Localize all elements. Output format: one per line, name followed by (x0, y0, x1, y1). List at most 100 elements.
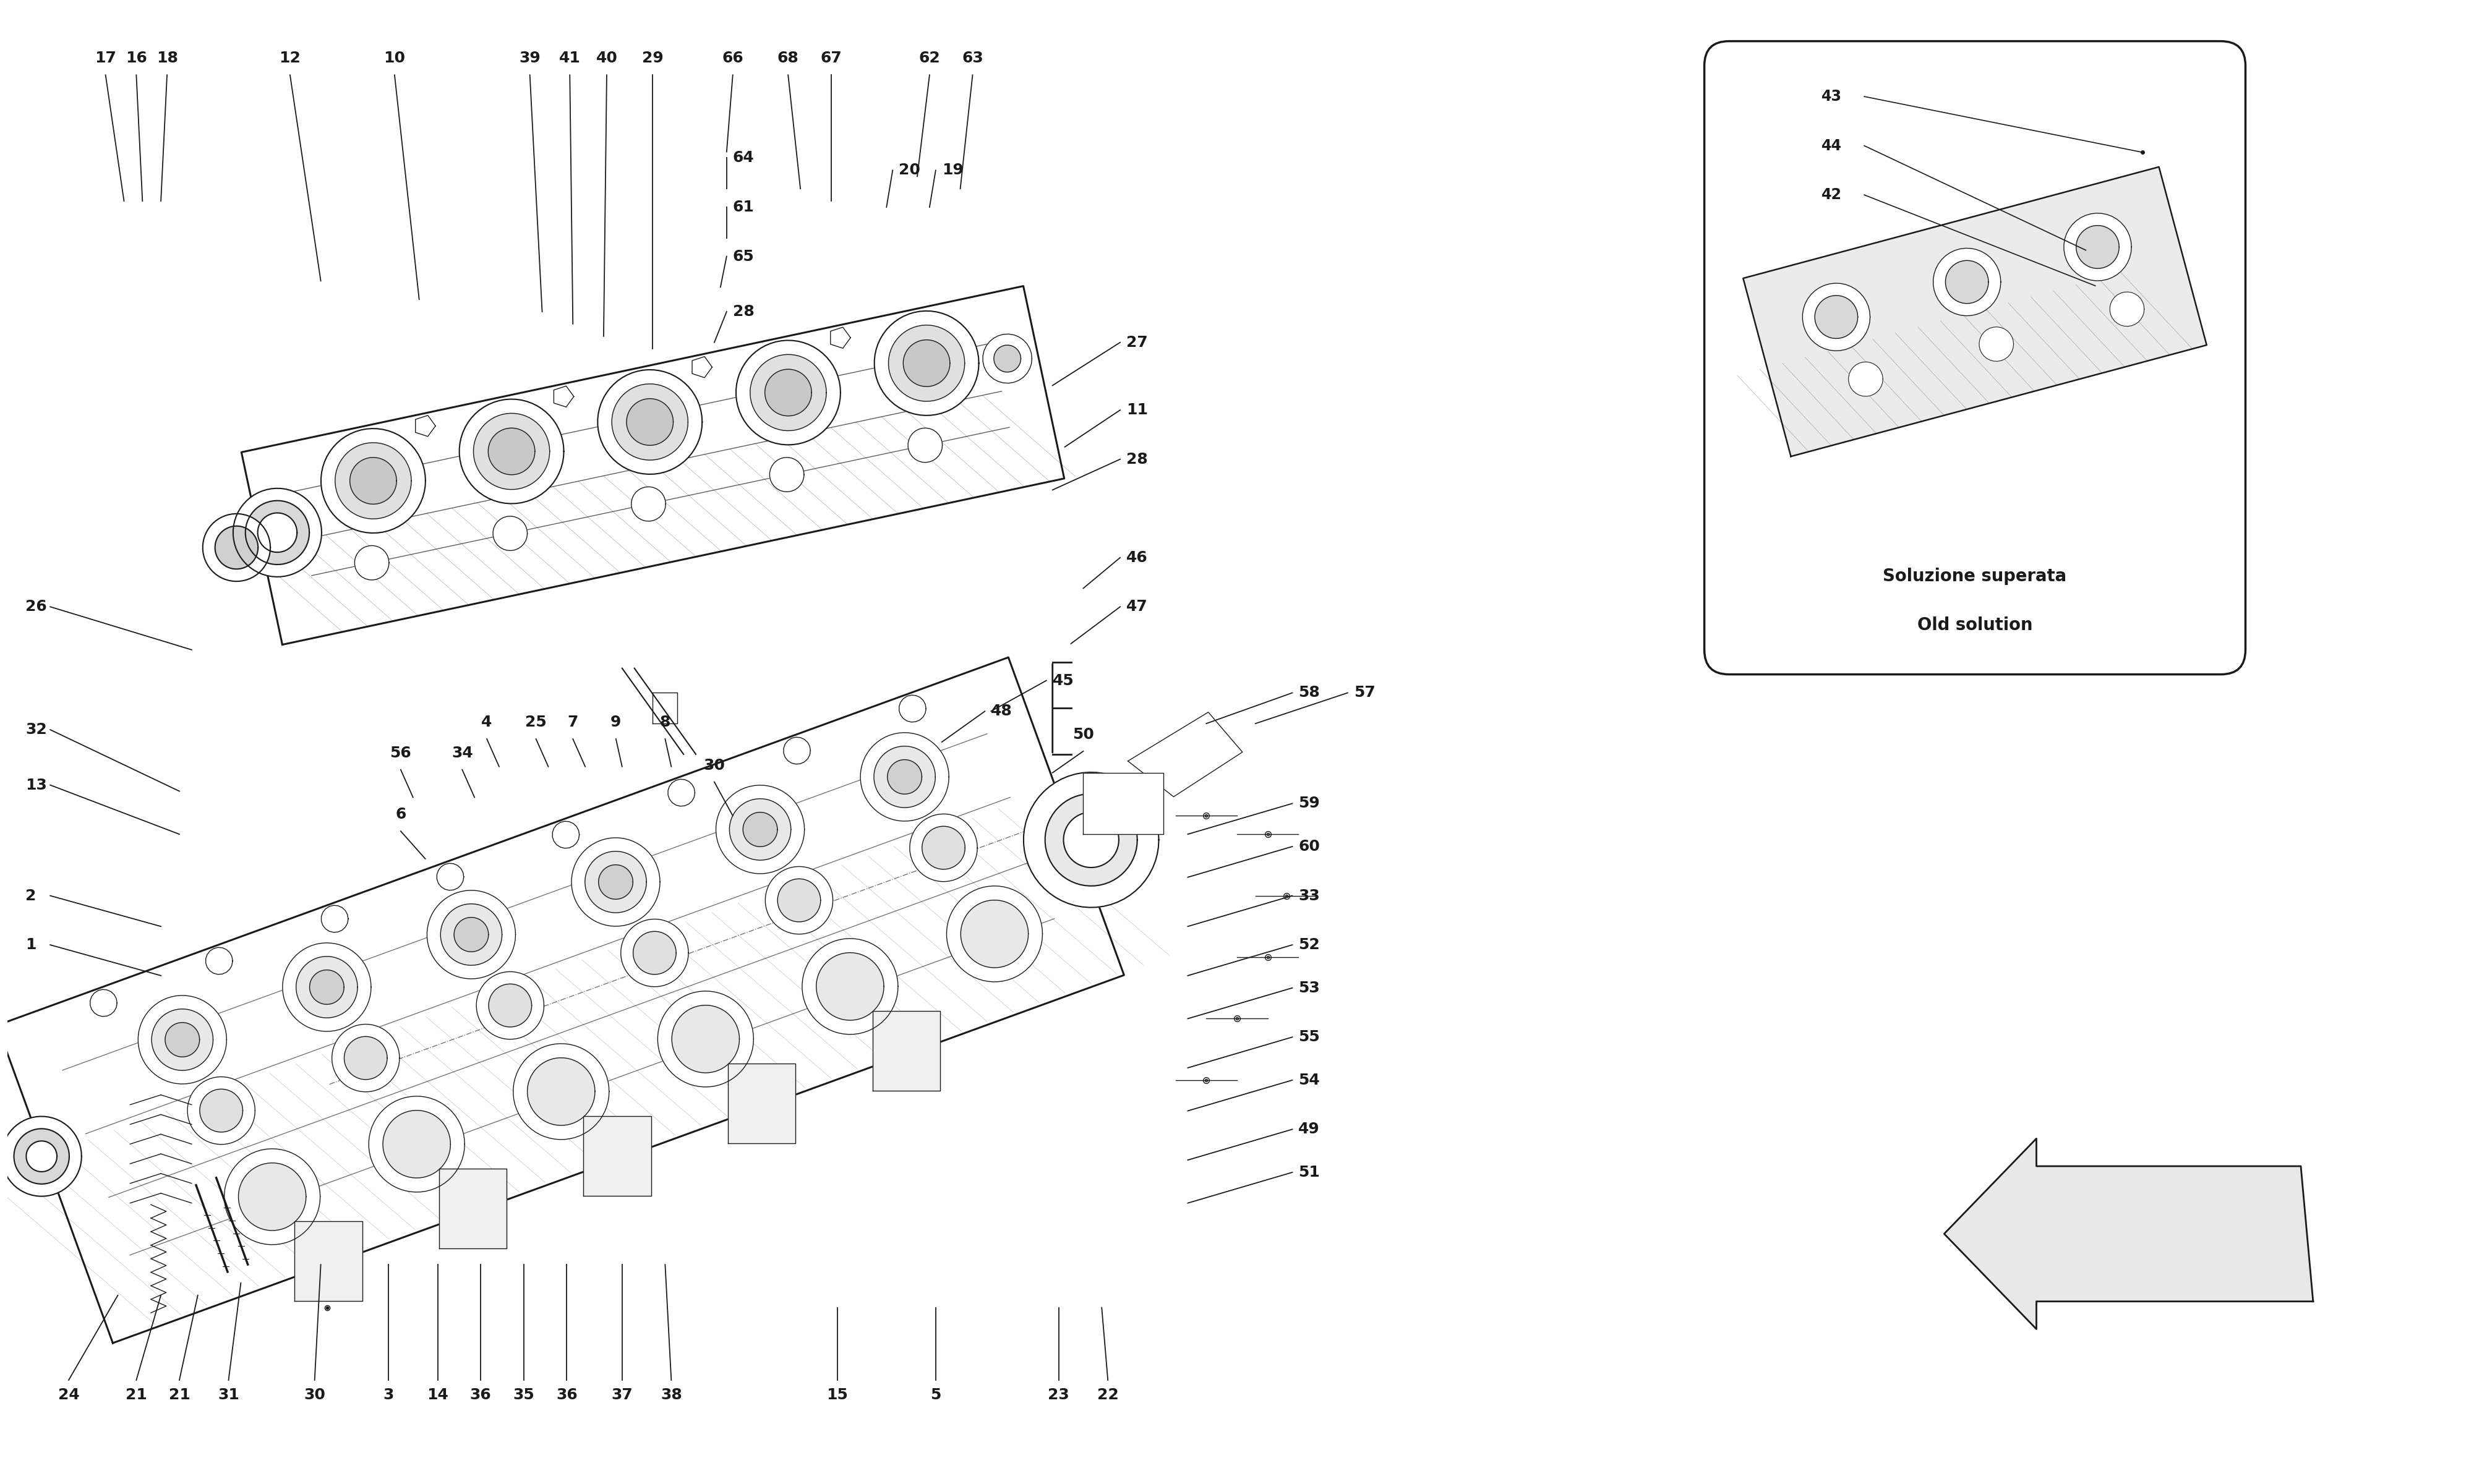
Text: 68: 68 (777, 50, 799, 65)
Text: 32: 32 (25, 723, 47, 738)
Text: 62: 62 (918, 50, 940, 65)
Polygon shape (487, 427, 534, 475)
Text: 33: 33 (1299, 889, 1321, 904)
Polygon shape (1744, 166, 2207, 457)
Text: 27: 27 (1126, 335, 1148, 350)
Text: 30: 30 (703, 758, 725, 773)
Text: 37: 37 (611, 1388, 633, 1402)
Polygon shape (777, 879, 821, 922)
Polygon shape (923, 827, 965, 870)
Polygon shape (888, 760, 923, 794)
Polygon shape (200, 1089, 242, 1132)
Polygon shape (238, 1163, 307, 1230)
Polygon shape (1044, 794, 1138, 886)
Polygon shape (322, 429, 426, 533)
Polygon shape (205, 947, 233, 975)
Text: 50: 50 (1074, 727, 1094, 742)
Polygon shape (730, 798, 792, 861)
Text: 21: 21 (126, 1388, 146, 1402)
Text: 14: 14 (428, 1388, 448, 1402)
Polygon shape (1024, 772, 1158, 907)
Text: 23: 23 (1049, 1388, 1069, 1402)
Polygon shape (15, 1129, 69, 1184)
Text: 7: 7 (567, 715, 579, 730)
Text: 36: 36 (557, 1388, 576, 1402)
Polygon shape (428, 890, 515, 979)
Text: 35: 35 (512, 1388, 534, 1402)
Polygon shape (349, 457, 396, 505)
Text: 52: 52 (1299, 938, 1321, 953)
Text: 9: 9 (611, 715, 621, 730)
Text: 46: 46 (1126, 551, 1148, 565)
Text: 16: 16 (126, 50, 146, 65)
Polygon shape (554, 386, 574, 407)
Text: 34: 34 (450, 745, 473, 760)
Text: 10: 10 (383, 50, 406, 65)
Text: 25: 25 (524, 715, 547, 730)
Text: 64: 64 (732, 150, 755, 165)
Text: 66: 66 (722, 50, 745, 65)
Polygon shape (527, 1058, 594, 1125)
Polygon shape (626, 399, 673, 445)
Text: 18: 18 (156, 50, 178, 65)
Polygon shape (188, 1077, 255, 1144)
Polygon shape (1945, 1138, 2313, 1330)
Polygon shape (89, 990, 116, 1017)
Polygon shape (1816, 295, 1858, 338)
Text: 4: 4 (482, 715, 492, 730)
Polygon shape (552, 821, 579, 849)
Polygon shape (873, 746, 935, 807)
Text: 63: 63 (962, 50, 982, 65)
Text: 26: 26 (25, 600, 47, 614)
Text: 61: 61 (732, 200, 755, 215)
Polygon shape (473, 413, 549, 490)
Polygon shape (332, 1024, 398, 1092)
Polygon shape (948, 886, 1042, 982)
Text: 1: 1 (25, 938, 37, 953)
Polygon shape (383, 1110, 450, 1178)
Polygon shape (908, 427, 943, 463)
Polygon shape (769, 457, 804, 491)
Polygon shape (233, 488, 322, 577)
Text: 30: 30 (304, 1388, 327, 1402)
Text: 65: 65 (732, 249, 755, 264)
Text: 39: 39 (520, 50, 542, 65)
Polygon shape (831, 326, 851, 349)
Text: 36: 36 (470, 1388, 492, 1402)
Text: 8: 8 (661, 715, 670, 730)
Polygon shape (203, 513, 270, 582)
Polygon shape (750, 355, 826, 430)
Polygon shape (490, 984, 532, 1027)
Text: 5: 5 (930, 1388, 940, 1402)
Polygon shape (995, 346, 1022, 372)
Polygon shape (742, 812, 777, 847)
Polygon shape (322, 905, 349, 932)
Polygon shape (225, 1149, 319, 1245)
Text: 51: 51 (1299, 1165, 1321, 1180)
Text: 24: 24 (57, 1388, 79, 1402)
Polygon shape (460, 399, 564, 503)
Polygon shape (512, 1043, 609, 1140)
Polygon shape (139, 996, 228, 1083)
Polygon shape (631, 487, 666, 521)
Polygon shape (282, 942, 371, 1031)
Polygon shape (477, 972, 544, 1039)
Polygon shape (784, 738, 811, 764)
Polygon shape (816, 953, 883, 1021)
Text: 54: 54 (1299, 1073, 1321, 1088)
Polygon shape (737, 340, 841, 445)
Polygon shape (257, 513, 297, 552)
Text: 67: 67 (821, 50, 841, 65)
Polygon shape (416, 416, 435, 436)
Polygon shape (668, 779, 695, 806)
Text: 58: 58 (1299, 686, 1321, 700)
Polygon shape (898, 695, 925, 723)
Text: 15: 15 (826, 1388, 849, 1402)
Text: 45: 45 (1051, 674, 1074, 689)
Polygon shape (910, 813, 977, 881)
Polygon shape (2, 1116, 82, 1196)
Polygon shape (242, 286, 1064, 644)
Text: 19: 19 (943, 163, 962, 178)
Polygon shape (715, 785, 804, 874)
Text: 11: 11 (1126, 402, 1148, 417)
